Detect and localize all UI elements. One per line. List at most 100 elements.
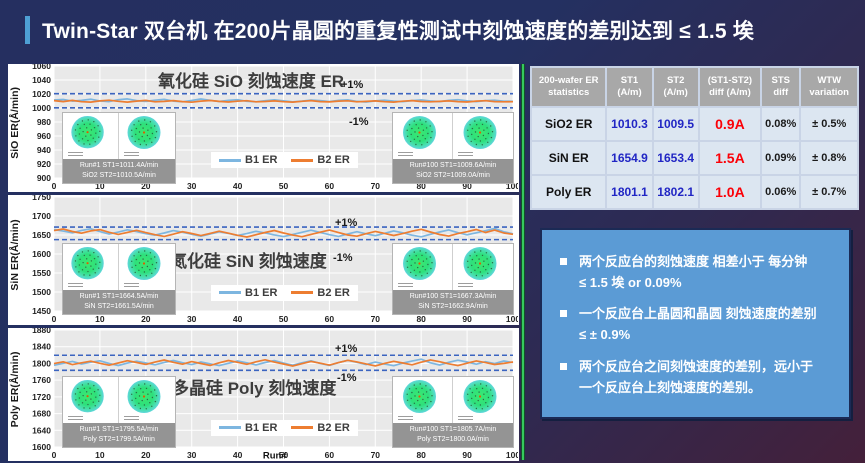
wafer-map	[119, 244, 175, 290]
table-row: SiN ER 1654.9 1653.4 1.5A 0.09% ± 0.8%	[529, 139, 859, 176]
wafer-sublabel	[124, 152, 139, 157]
wafer-inset-run100: Run#100 ST1=1009.6A/min SiO2 ST2=1009.0A/…	[392, 112, 514, 185]
svg-text:1800: 1800	[32, 358, 51, 368]
svg-text:0: 0	[52, 450, 57, 460]
svg-text:30: 30	[187, 314, 197, 324]
svg-text:Run#: Run#	[263, 451, 287, 462]
row-label: Poly ER	[529, 173, 608, 210]
wafer-map	[393, 113, 453, 159]
upper-limit-label: +1%	[341, 79, 364, 91]
svg-text:70: 70	[371, 314, 381, 324]
inset-caption: Run#100 ST1=1805.7A/min Poly ST2=1800.0A/…	[393, 423, 513, 448]
wafer-sublabel	[458, 416, 473, 421]
svg-text:960: 960	[37, 131, 51, 141]
title-bar: Twin-Star 双台机 在200片晶圆的重复性测试中刻蚀速度的差别达到 ≤ …	[0, 0, 865, 60]
svg-text:920: 920	[37, 159, 51, 169]
sts-diff-value: 0.08%	[760, 105, 802, 142]
chart-title: 氮化硅 SiN 刻蚀速度	[170, 252, 327, 271]
bullet-text: ≤ 1.5 埃 or 0.09%	[579, 274, 682, 290]
legend-label: B2 ER	[317, 286, 350, 299]
legend-label: B1 ER	[245, 421, 278, 434]
y-axis-label: SiN ER(Å/min)	[9, 219, 21, 291]
svg-text:1640: 1640	[32, 425, 51, 435]
chart-title: 氧化硅 SiO 刻蚀速度 ER	[158, 72, 345, 91]
y-axis-label: Poly ER(Å/min)	[9, 351, 21, 428]
bullet-text: 两个反应台的刻蚀速度 相差小于 每分钟	[579, 253, 808, 269]
lower-limit-label: -1%	[337, 372, 357, 384]
summary-bullet: 一个反应台上晶圆和晶圆 刻蚀速度的差别 ≤ ± 0.9%	[552, 304, 839, 346]
svg-text:40: 40	[233, 314, 243, 324]
diff-value: 1.5A	[697, 139, 763, 176]
chart-legend: B1 ER B2 ER	[211, 152, 358, 169]
bullet-text: 一个反应台上晶圆和晶圆 刻蚀速度的差别	[579, 306, 817, 322]
inset-caption: Run#1 ST1=1011.4A/min SiO2 ST2=1010.5A/mi…	[63, 159, 175, 184]
sts-diff-value: 0.06%	[760, 173, 802, 210]
lower-limit-label: -1%	[349, 116, 369, 128]
st2-value: 1802.1	[651, 173, 700, 210]
wafer-inset-run100: Run#100 ST1=1667.3A/min SiN ST2=1662.9A/m…	[392, 243, 514, 316]
lower-limit-label: -1%	[333, 252, 353, 264]
wafer-inset-run1: Run#1 ST1=1795.5A/min Poly ST2=1799.5A/mi…	[62, 376, 176, 449]
wafer-inset-run1: Run#1 ST1=1011.4A/min SiO2 ST2=1010.5A/mi…	[62, 112, 176, 185]
st1-value: 1010.3	[605, 105, 654, 142]
b2-line-swatch	[291, 158, 314, 162]
svg-text:1000: 1000	[32, 103, 51, 113]
bullet-square-icon	[560, 310, 567, 318]
svg-text:70: 70	[371, 181, 381, 191]
svg-text:1680: 1680	[32, 409, 51, 419]
legend-item-b1: B1 ER	[219, 154, 277, 166]
inset-caption: Run#1 ST1=1664.5A/min SiN ST2=1661.5A/min	[63, 290, 175, 315]
legend-label: B2 ER	[317, 154, 350, 167]
wafer-sublabel	[68, 416, 83, 421]
svg-text:940: 940	[37, 145, 51, 155]
svg-text:90: 90	[462, 450, 472, 460]
wafer-sublabel	[68, 283, 83, 288]
legend-item-b1: B1 ER	[219, 287, 277, 299]
wafer-map	[63, 113, 119, 159]
wtw-value: ± 0.7%	[799, 173, 859, 210]
col-header: STS diff	[760, 66, 802, 108]
chart-panel-poly: Poly ER(Å/min) 0 10 20 30 40 50 60 70 80 90 100 160…	[8, 328, 519, 461]
wafer-sublabel	[124, 283, 139, 288]
svg-text:50: 50	[279, 314, 289, 324]
summary-bullet: 两个反应台的刻蚀速度 相差小于 每分钟 ≤ 1.5 埃 or 0.09%	[552, 252, 839, 294]
wafer-map	[453, 113, 513, 159]
wafer-inset-run1: Run#1 ST1=1664.5A/min SiN ST2=1661.5A/min	[62, 243, 176, 316]
svg-text:0: 0	[52, 314, 57, 324]
svg-text:100: 100	[506, 181, 518, 191]
svg-text:1760: 1760	[32, 375, 51, 385]
st2-value: 1653.4	[651, 139, 700, 176]
chart-title: 多晶硅 Poly 刻蚀速度	[172, 379, 337, 398]
title-accent-bar	[25, 16, 30, 44]
svg-text:100: 100	[506, 450, 518, 460]
table-row: SiO2 ER 1010.3 1009.5 0.9A 0.08% ± 0.5%	[529, 105, 859, 142]
stats-table: 200-wafer ER statistics ST1 (A/m) ST2 (A…	[529, 66, 859, 210]
bullet-text: 两个反应台之间刻蚀速度的差别，远小于	[579, 358, 814, 374]
bullet-text: ≤ ± 0.9%	[579, 327, 631, 343]
wafer-map	[453, 244, 513, 290]
svg-text:0: 0	[52, 181, 57, 191]
wafer-sublabel	[398, 416, 413, 421]
svg-text:1720: 1720	[32, 392, 51, 402]
svg-text:1650: 1650	[32, 230, 51, 240]
wafer-inset-run100: Run#100 ST1=1805.7A/min Poly ST2=1800.0A/…	[392, 376, 514, 449]
svg-text:50: 50	[279, 181, 289, 191]
legend-label: B2 ER	[317, 421, 350, 434]
bullet-square-icon	[560, 362, 567, 370]
legend-item-b2: B2 ER	[291, 421, 350, 434]
svg-text:20: 20	[141, 314, 151, 324]
y-axis-label: SiO ER(Å/min)	[9, 87, 21, 159]
svg-text:20: 20	[141, 181, 151, 191]
wafer-map	[453, 377, 513, 423]
svg-text:50: 50	[279, 450, 289, 460]
col-header: ST2 (A/m)	[651, 66, 700, 108]
wafer-map	[63, 377, 119, 423]
wafer-sublabel	[398, 283, 413, 288]
wafer-map	[393, 377, 453, 423]
svg-text:1700: 1700	[32, 211, 51, 221]
inset-caption: Run#100 ST1=1009.6A/min SiO2 ST2=1009.0A/…	[393, 159, 513, 184]
wafer-map	[393, 244, 453, 290]
svg-text:80: 80	[416, 450, 426, 460]
wafer-sublabel	[458, 152, 473, 157]
wafer-map	[119, 113, 175, 159]
